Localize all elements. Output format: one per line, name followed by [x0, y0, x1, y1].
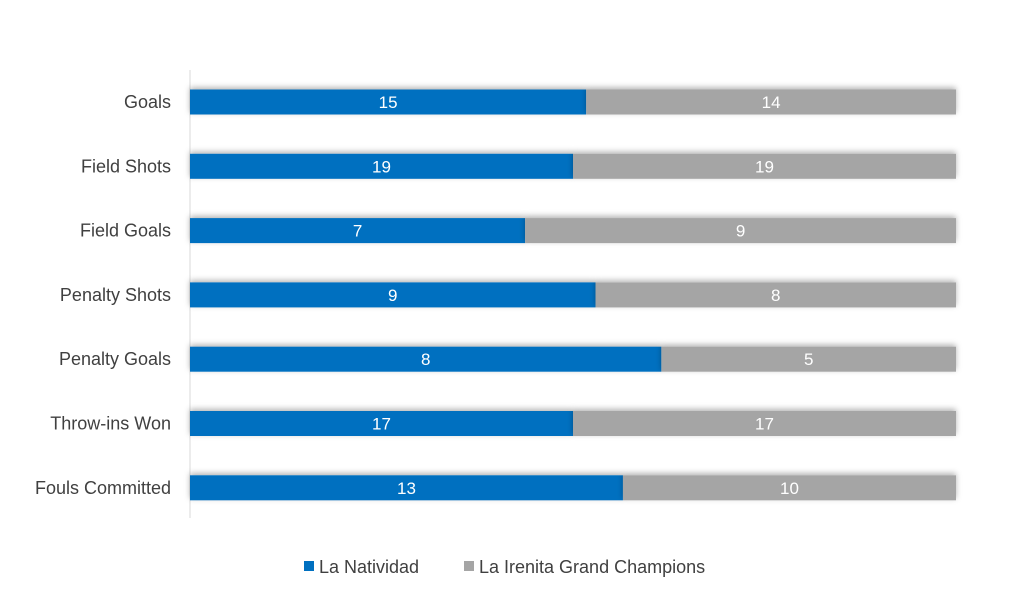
category-label: Fouls Committed [35, 478, 171, 498]
data-label: 9 [736, 222, 745, 241]
data-label: 13 [397, 479, 416, 498]
category-label: Field Shots [81, 156, 171, 176]
bar-la-irenita [525, 218, 956, 244]
bar-la-natividad [190, 282, 596, 308]
bar-la-natividad [190, 218, 526, 244]
data-label: 15 [379, 93, 398, 112]
bar-la-natividad [190, 346, 662, 372]
bar-la-irenita [586, 89, 956, 115]
legend-label: La Natividad [319, 557, 419, 577]
bar-la-natividad [190, 153, 573, 179]
data-label: 9 [388, 286, 397, 305]
legend-swatch [464, 561, 474, 571]
data-label: 5 [804, 350, 813, 369]
data-label: 14 [762, 93, 781, 112]
category-label: Penalty Shots [60, 285, 171, 305]
bar-la-irenita [622, 475, 956, 501]
bar-la-natividad [190, 89, 587, 115]
data-label: 17 [372, 415, 391, 434]
bar-la-natividad [190, 475, 623, 501]
data-label: 19 [372, 157, 391, 176]
data-label: 10 [780, 479, 799, 498]
bar-la-irenita [661, 346, 956, 372]
category-label: Throw-ins Won [50, 414, 171, 434]
data-label: 17 [755, 415, 774, 434]
category-label: Field Goals [80, 221, 171, 241]
bar-la-irenita [573, 153, 956, 179]
bar-la-irenita [573, 411, 956, 436]
bar-la-natividad [190, 411, 573, 436]
data-label: 7 [353, 222, 362, 241]
category-label: Goals [124, 92, 171, 112]
data-label: 8 [421, 350, 430, 369]
legend-label: La Irenita Grand Champions [479, 557, 705, 577]
legend-swatch [304, 561, 314, 571]
data-label: 19 [755, 157, 774, 176]
data-label: 8 [771, 286, 780, 305]
category-label: Penalty Goals [59, 349, 171, 369]
bar-la-irenita [595, 282, 956, 308]
